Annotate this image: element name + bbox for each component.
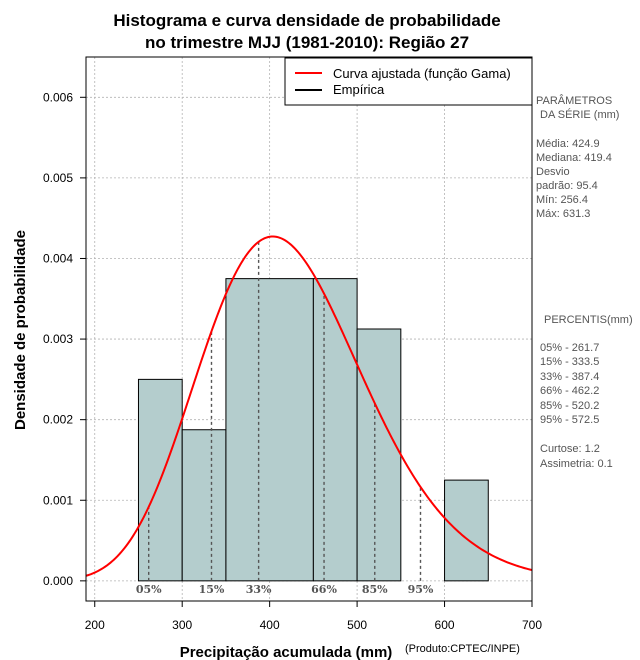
y-tick-label-3: 0.003 — [43, 332, 73, 346]
y-tick-label-4: 0.004 — [43, 251, 73, 265]
x-tick-label-1: 300 — [172, 618, 192, 632]
percentile-lines: 05% 15% 33% 66% 85% 95% — [136, 241, 434, 596]
gamma-curve-line — [85, 235, 533, 577]
y-tick-label-2: 0.002 — [43, 413, 73, 427]
param-std-line-2: padrão: 95.4 — [536, 180, 598, 192]
y-tick-label-6: 0.006 — [43, 90, 73, 104]
x-tick-label-3: 500 — [347, 618, 367, 632]
histogram-bar-5 — [444, 479, 489, 582]
percentile-label-1: 15% — [199, 583, 225, 596]
plot-frame — [85, 56, 533, 602]
param-min: Mín: 256.4 — [536, 194, 588, 206]
legend-box — [284, 57, 533, 106]
y-tick-label-1: 0.001 — [43, 493, 73, 507]
param-median: Mediana: 419.4 — [536, 152, 612, 164]
histogram-bar-1 — [181, 429, 227, 582]
histogram-bar-4 — [356, 328, 402, 582]
param-mean: Média: 424.9 — [536, 138, 600, 150]
percentil-95: 95% - 572.5 — [540, 414, 599, 426]
percentil-85: 85% - 520.2 — [540, 400, 599, 412]
axes: 200 300 400 500 600 700 0.000 0.001 0.002 0.003 0.… — [43, 90, 542, 632]
percentil-05: 05% - 261.7 — [540, 342, 599, 354]
percentil-66: 66% - 462.2 — [540, 385, 599, 397]
percentil-15: 15% - 333.5 — [540, 356, 599, 368]
y-tick-label-5: 0.005 — [43, 171, 73, 185]
params-title-line-2: DA SÉRIE (mm) — [540, 108, 619, 121]
percentile-label-4: 85% — [362, 583, 388, 596]
x-tick-label-5: 700 — [522, 618, 542, 632]
y-tick-label-0: 0.000 — [43, 574, 73, 588]
chart-title-line-2: no trimestre MJJ (1981-2010): Região 27 — [145, 33, 469, 52]
legend-label-curve: Curva ajustada (função Gama) — [333, 66, 511, 81]
histogram-bar-3 — [312, 278, 358, 582]
x-tick-label-4: 600 — [435, 618, 455, 632]
percentile-label-0: 05% — [136, 583, 162, 596]
gamma-curve — [85, 235, 533, 577]
percentil-33: 33% - 387.4 — [540, 371, 599, 383]
percentile-label-5: 95% — [408, 583, 434, 596]
credit-text: (Produto:CPTEC/INPE) — [405, 643, 520, 655]
param-max: Máx: 631.3 — [536, 208, 590, 220]
x-axis-label: Precipitação acumulada (mm) — [180, 644, 393, 660]
legend-label-empirical: Empírica — [333, 82, 385, 97]
percentiles-panel: PERCENTIS(mm) 05% - 261.7 15% - 333.5 33… — [540, 314, 633, 470]
stat-skewness: Assimetria: 0.1 — [540, 458, 613, 470]
series-parameters-panel: PARÂMETROS DA SÉRIE (mm) Média: 424.9 Me… — [536, 94, 619, 220]
percentile-label-3: 66% — [311, 583, 337, 596]
chart-title-line-1: Histograma e curva densidade de probabil… — [113, 11, 500, 30]
y-axis-label: Densidade de probabilidade — [12, 230, 29, 430]
param-std-line-1: Desvio — [536, 166, 570, 178]
histogram-bar-2 — [225, 278, 314, 582]
x-tick-label-2: 400 — [260, 618, 280, 632]
legend: Curva ajustada (função Gama) Empírica — [284, 57, 533, 106]
percentile-label-2: 33% — [246, 583, 272, 596]
histogram-bars — [137, 278, 489, 582]
percentis-title: PERCENTIS(mm) — [544, 314, 633, 326]
x-tick-label-0: 200 — [85, 618, 105, 632]
params-title-line-1: PARÂMETROS — [536, 94, 612, 107]
stat-kurtosis: Curtose: 1.2 — [540, 443, 600, 455]
